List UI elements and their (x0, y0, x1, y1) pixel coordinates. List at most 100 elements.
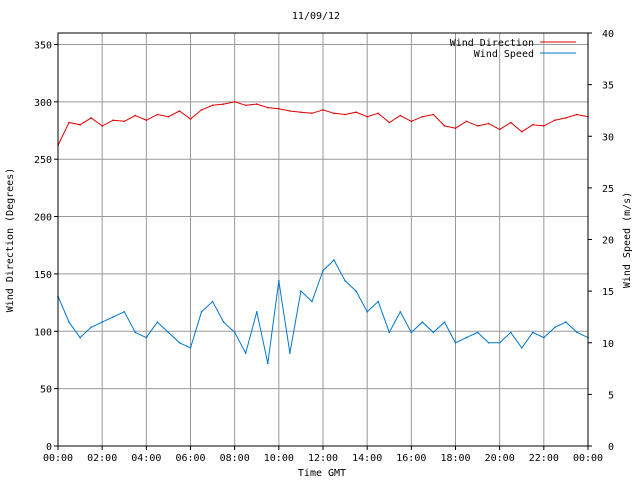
data-point-wind-speed (167, 331, 170, 334)
data-point-wind-direction (565, 117, 567, 119)
x-axis-ticks: 00:00 02:00 04:00 06:00 08:00 10:00 12:00 14:00… (43, 446, 603, 464)
data-point-wind-direction (443, 125, 446, 127)
y-tick-label-right: 15 (602, 287, 614, 298)
data-point-wind-direction (532, 124, 534, 126)
data-point-wind-direction (388, 121, 391, 124)
x-tick-label: 00:00 (43, 453, 73, 464)
data-point-wind-speed (79, 336, 81, 339)
x-tick-label: 20:00 (485, 453, 515, 464)
data-point-wind-direction (465, 120, 468, 123)
x-tick-label: 14:00 (352, 453, 382, 464)
data-point-wind-speed (101, 321, 103, 323)
data-point-wind-speed (112, 316, 114, 318)
data-point-wind-speed (189, 347, 192, 349)
y-tick-label-right: 0 (608, 442, 614, 453)
data-point-wind-direction (521, 130, 523, 133)
data-point-wind-speed (388, 331, 391, 334)
data-point-wind-direction (123, 120, 126, 123)
data-point-wind-speed (543, 336, 545, 339)
x-tick-label: 12:00 (308, 453, 338, 464)
left-axis-ticks: 0 50 100 150 200 250 300 350 (34, 40, 58, 453)
data-point-wind-speed (134, 331, 137, 334)
data-point-wind-direction (377, 112, 380, 115)
data-point-wind-direction (366, 115, 369, 118)
data-point-wind-direction (145, 119, 148, 121)
data-point-wind-speed (289, 352, 291, 354)
data-point-wind-speed (344, 280, 346, 282)
data-point-wind-direction (421, 115, 424, 118)
data-point-wind-direction (167, 115, 170, 118)
data-point-wind-speed (156, 321, 159, 323)
data-point-wind-speed (90, 326, 92, 329)
data-point-wind-direction (311, 112, 313, 115)
data-point-wind-speed (509, 331, 512, 334)
data-point-wind-speed (123, 311, 126, 313)
data-point-wind-speed (532, 331, 534, 334)
data-point-wind-direction (211, 104, 214, 107)
data-point-wind-direction (101, 125, 103, 127)
x-axis-label: Time GMT (298, 468, 346, 479)
data-point-wind-speed (68, 321, 70, 323)
x-tick-label: 18:00 (440, 453, 470, 464)
data-point-wind-direction (178, 110, 181, 112)
data-point-wind-speed (255, 311, 258, 313)
y-tick-label-left: 100 (34, 327, 52, 338)
y-tick-label-right: 30 (602, 132, 614, 143)
y-tick-label-right: 35 (602, 81, 614, 92)
data-point-wind-speed (521, 347, 523, 349)
data-point-wind-speed (432, 331, 435, 334)
y-tick-label-left: 200 (34, 213, 52, 224)
data-point-wind-speed (311, 300, 313, 303)
y-tick-label-left: 50 (40, 385, 52, 396)
y-tick-label-left: 250 (34, 155, 52, 166)
data-point-wind-speed (355, 290, 357, 292)
data-point-wind-speed (443, 321, 446, 323)
legend-label: Wind Speed (474, 49, 534, 60)
data-point-wind-direction (189, 118, 192, 120)
y-tick-label-right: 10 (602, 339, 614, 350)
data-point-wind-speed (576, 331, 578, 334)
grid-lines (58, 33, 588, 446)
data-point-wind-direction (222, 103, 225, 105)
data-point-wind-speed (399, 311, 402, 313)
y-tick-label-left: 350 (34, 40, 52, 51)
data-point-wind-speed (233, 331, 236, 334)
data-point-wind-direction (300, 111, 302, 113)
data-point-wind-speed (222, 321, 225, 323)
data-point-wind-speed (421, 321, 424, 323)
data-point-wind-speed (476, 331, 479, 334)
data-point-wind-direction (244, 104, 247, 107)
data-point-wind-speed (366, 311, 369, 313)
x-tick-label: 22:00 (529, 453, 559, 464)
data-point-wind-speed (487, 342, 490, 344)
series-lines (57, 101, 589, 365)
data-point-wind-direction (576, 113, 578, 116)
data-point-wind-direction (289, 110, 291, 112)
data-point-wind-direction (487, 122, 490, 125)
y-tick-label-left: 150 (34, 270, 52, 281)
x-tick-label: 00:00 (573, 453, 603, 464)
data-point-wind-direction (410, 120, 413, 123)
data-point-wind-direction (454, 127, 457, 129)
data-point-wind-speed (200, 311, 203, 313)
data-point-wind-direction (344, 113, 346, 116)
x-tick-label: 04:00 (131, 453, 161, 464)
data-point-wind-direction (509, 121, 512, 124)
data-point-wind-speed (145, 336, 148, 339)
data-point-wind-direction (134, 114, 137, 117)
data-point-wind-direction (68, 121, 70, 124)
data-point-wind-speed (211, 300, 214, 303)
data-point-wind-speed (322, 269, 324, 272)
data-point-wind-direction (432, 113, 435, 116)
data-point-wind-direction (399, 114, 402, 117)
y-axis-label-right: Wind Speed (m/s) (622, 192, 633, 288)
data-point-wind-direction (322, 109, 324, 111)
data-point-wind-direction (498, 128, 501, 131)
y-tick-label-right: 25 (602, 184, 614, 195)
data-point-wind-speed (465, 336, 468, 339)
data-point-wind-direction (90, 117, 92, 119)
y-tick-label-right: 5 (608, 390, 614, 401)
data-point-wind-direction (233, 101, 236, 103)
data-point-wind-direction (476, 125, 479, 127)
y-tick-label-right: 40 (602, 29, 614, 40)
